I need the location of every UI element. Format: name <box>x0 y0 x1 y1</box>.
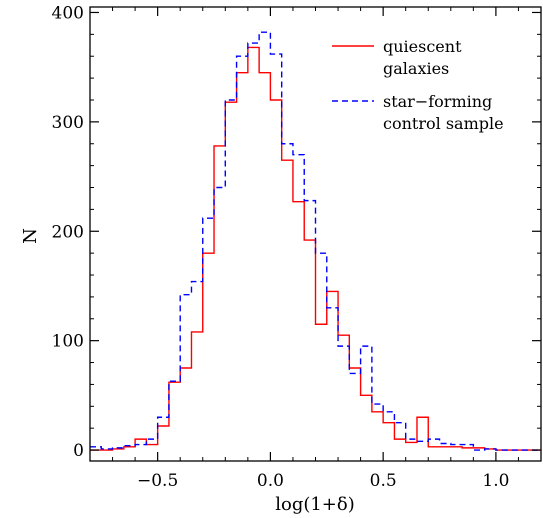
series-1 <box>90 31 541 451</box>
y-tick-label: 0 <box>73 441 84 461</box>
legend-label: quiescent <box>383 37 462 56</box>
x-tick-label: 0.0 <box>257 471 284 491</box>
legend-label: star−forming <box>383 92 492 111</box>
x-axis-title: log(1+δ) <box>275 494 355 515</box>
y-tick-label: 200 <box>52 222 84 242</box>
series-layer <box>90 31 541 451</box>
y-tick-label: 300 <box>52 113 84 133</box>
y-tick-label: 400 <box>52 3 84 23</box>
series-0-outline <box>90 46 541 451</box>
tick-layer: −0.5 0.0 0.5 1.0 0 100 200 300 400 <box>52 3 542 491</box>
series-1-outline <box>90 31 541 451</box>
plot-frame <box>89 6 542 462</box>
series-0 <box>90 46 541 451</box>
legend-label: control sample <box>383 114 504 133</box>
x-tick-label: 1.0 <box>482 471 509 491</box>
x-tick-label: 0.5 <box>370 471 397 491</box>
y-tick-label: 100 <box>52 332 84 352</box>
legend: quiescent galaxies star−forming control sam… <box>332 37 504 133</box>
x-tick-label: −0.5 <box>137 471 178 491</box>
y-axis-title: N <box>20 228 41 244</box>
legend-label: galaxies <box>383 59 449 78</box>
